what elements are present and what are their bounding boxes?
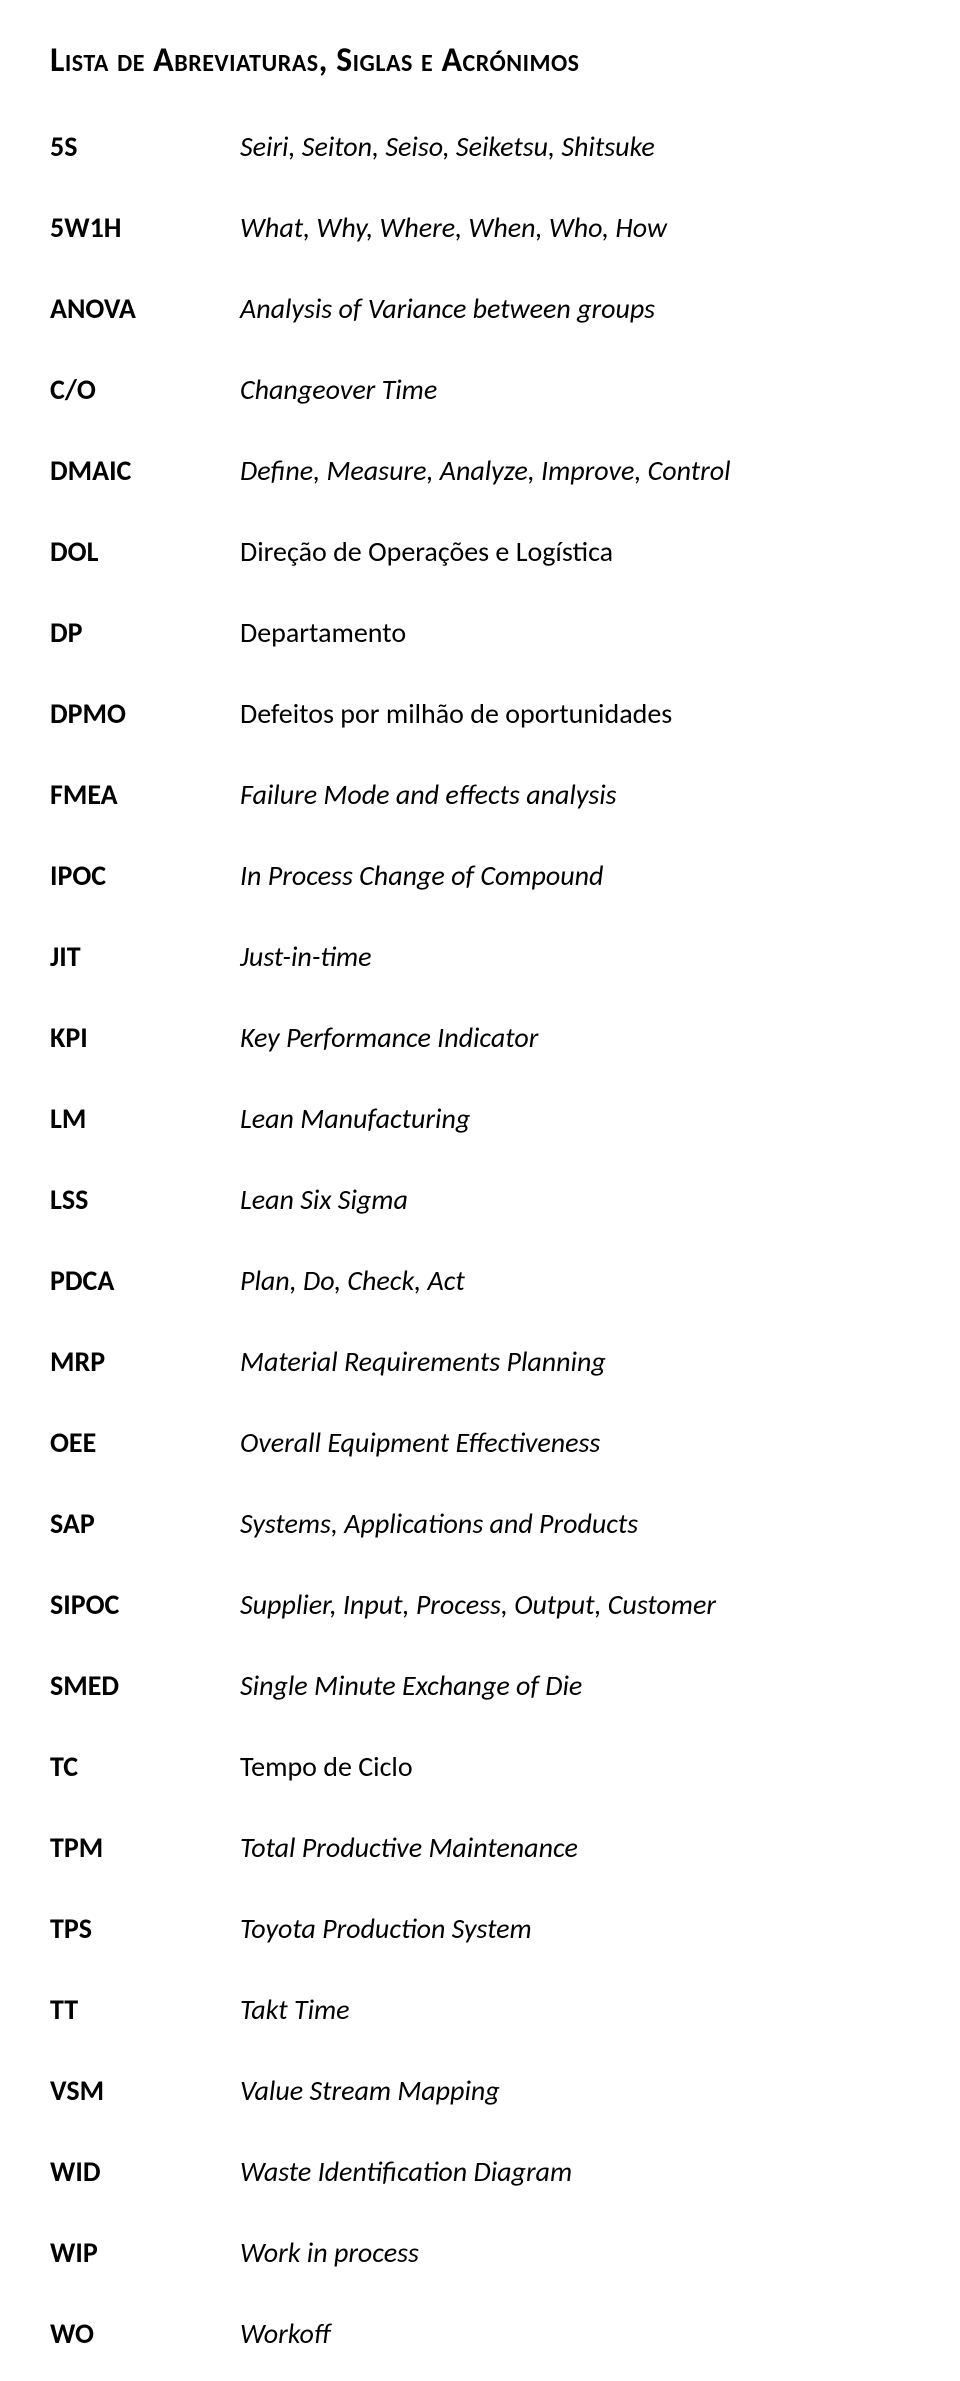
abbreviation-term: KPI — [50, 1020, 240, 1055]
abbreviation-definition: Systems, Applications and Products — [240, 1506, 638, 1541]
abbreviation-row: KPIKey Performance Indicator — [50, 1020, 910, 1055]
abbreviation-row: DMAICDefine, Measure, Analyze, Improve, … — [50, 453, 910, 488]
abbreviation-row: SIPOCSupplier, Input, Process, Output, C… — [50, 1587, 910, 1622]
abbreviation-row: DPDepartamento — [50, 615, 910, 650]
abbreviation-definition: Supplier, Input, Process, Output, Custom… — [240, 1587, 716, 1622]
abbreviation-definition: Tempo de Ciclo — [240, 1749, 413, 1784]
abbreviation-definition: Seiri, Seiton, Seiso, Seiketsu, Shitsuke — [240, 129, 655, 164]
page-title: Lista de Abreviaturas, Siglas e Acrónimo… — [50, 40, 910, 81]
abbreviation-term: LSS — [50, 1182, 240, 1217]
abbreviation-row: DPMODefeitos por milhão de oportunidades — [50, 696, 910, 731]
abbreviation-term: DP — [50, 615, 240, 650]
abbreviation-definition: Lean Manufacturing — [240, 1101, 470, 1136]
abbreviation-row: TPSToyota Production System — [50, 1911, 910, 1946]
abbreviation-term: MRP — [50, 1344, 240, 1379]
abbreviation-term: TPM — [50, 1830, 240, 1865]
abbreviation-term: TC — [50, 1749, 240, 1784]
abbreviation-definition: Work in process — [240, 2235, 419, 2270]
abbreviation-row: DOLDireção de Operações e Logística — [50, 534, 910, 569]
abbreviation-term: VSM — [50, 2073, 240, 2108]
abbreviation-row: TTTakt Time — [50, 1992, 910, 2027]
abbreviation-term: TPS — [50, 1911, 240, 1946]
abbreviation-definition: Material Requirements Planning — [240, 1344, 606, 1379]
abbreviation-term: SIPOC — [50, 1587, 240, 1622]
abbreviation-term: C/O — [50, 372, 240, 407]
abbreviation-row: MRPMaterial Requirements Planning — [50, 1344, 910, 1379]
abbreviation-definition: Takt Time — [240, 1992, 350, 2027]
abbreviation-row: ANOVAAnalysis of Variance between groups — [50, 291, 910, 326]
abbreviation-definition: Toyota Production System — [240, 1911, 532, 1946]
abbreviation-term: SAP — [50, 1506, 240, 1541]
abbreviation-definition: Just-in-time — [240, 939, 372, 974]
abbreviation-row: 5SSeiri, Seiton, Seiso, Seiketsu, Shitsu… — [50, 129, 910, 164]
abbreviation-term: LM — [50, 1101, 240, 1136]
abbreviation-definition: Define, Measure, Analyze, Improve, Contr… — [240, 453, 731, 488]
abbreviation-row: C/OChangeover Time — [50, 372, 910, 407]
abbreviation-definition: Changeover Time — [240, 372, 437, 407]
abbreviation-definition: Plan, Do, Check, Act — [240, 1263, 465, 1298]
abbreviation-term: JIT — [50, 939, 240, 974]
abbreviation-term: TT — [50, 1992, 240, 2027]
abbreviation-term: DPMO — [50, 696, 240, 731]
abbreviation-row: LMLean Manufacturing — [50, 1101, 910, 1136]
abbreviation-definition: Value Stream Mapping — [240, 2073, 500, 2108]
abbreviation-row: SMEDSingle Minute Exchange of Die — [50, 1668, 910, 1703]
abbreviation-term: SMED — [50, 1668, 240, 1703]
abbreviation-row: WOWorkoff — [50, 2316, 910, 2351]
abbreviation-definition: Direção de Operações e Logística — [240, 534, 613, 569]
abbreviation-row: TCTempo de Ciclo — [50, 1749, 910, 1784]
abbreviation-row: FMEAFailure Mode and effects analysis — [50, 777, 910, 812]
abbreviation-definition: Defeitos por milhão de oportunidades — [240, 696, 672, 731]
abbreviation-row: TPMTotal Productive Maintenance — [50, 1830, 910, 1865]
abbreviation-definition: Overall Equipment Effectiveness — [240, 1425, 600, 1460]
abbreviation-definition: What, Why, Where, When, Who, How — [240, 210, 667, 245]
abbreviation-row: WIDWaste Identification Diagram — [50, 2154, 910, 2189]
abbreviation-list: 5SSeiri, Seiton, Seiso, Seiketsu, Shitsu… — [50, 129, 910, 2351]
abbreviation-definition: Analysis of Variance between groups — [240, 291, 655, 326]
abbreviation-definition: Single Minute Exchange of Die — [240, 1668, 582, 1703]
abbreviation-row: VSMValue Stream Mapping — [50, 2073, 910, 2108]
abbreviation-row: JITJust-in-time — [50, 939, 910, 974]
abbreviation-term: PDCA — [50, 1263, 240, 1298]
abbreviation-term: WIP — [50, 2235, 240, 2270]
abbreviation-row: PDCAPlan, Do, Check, Act — [50, 1263, 910, 1298]
abbreviation-definition: Key Performance Indicator — [240, 1020, 538, 1055]
abbreviation-definition: Lean Six Sigma — [240, 1182, 408, 1217]
abbreviation-definition: Departamento — [240, 615, 406, 650]
abbreviation-term: OEE — [50, 1425, 240, 1460]
abbreviation-term: 5W1H — [50, 210, 240, 245]
abbreviation-row: LSSLean Six Sigma — [50, 1182, 910, 1217]
abbreviation-term: FMEA — [50, 777, 240, 812]
abbreviation-definition: Workoff — [240, 2316, 330, 2351]
abbreviation-definition: Waste Identification Diagram — [240, 2154, 572, 2189]
abbreviation-definition: Failure Mode and effects analysis — [240, 777, 617, 812]
abbreviation-definition: Total Productive Maintenance — [240, 1830, 578, 1865]
abbreviation-row: WIPWork in process — [50, 2235, 910, 2270]
abbreviation-term: ANOVA — [50, 291, 240, 326]
abbreviation-row: 5W1HWhat, Why, Where, When, Who, How — [50, 210, 910, 245]
abbreviation-definition: In Process Change of Compound — [240, 858, 603, 893]
abbreviation-term: WID — [50, 2154, 240, 2189]
abbreviation-row: IPOCIn Process Change of Compound — [50, 858, 910, 893]
abbreviation-term: DOL — [50, 534, 240, 569]
abbreviation-row: SAPSystems, Applications and Products — [50, 1506, 910, 1541]
abbreviation-term: WO — [50, 2316, 240, 2351]
abbreviation-term: 5S — [50, 129, 240, 164]
abbreviation-term: IPOC — [50, 858, 240, 893]
abbreviation-term: DMAIC — [50, 453, 240, 488]
abbreviation-row: OEEOverall Equipment Effectiveness — [50, 1425, 910, 1460]
